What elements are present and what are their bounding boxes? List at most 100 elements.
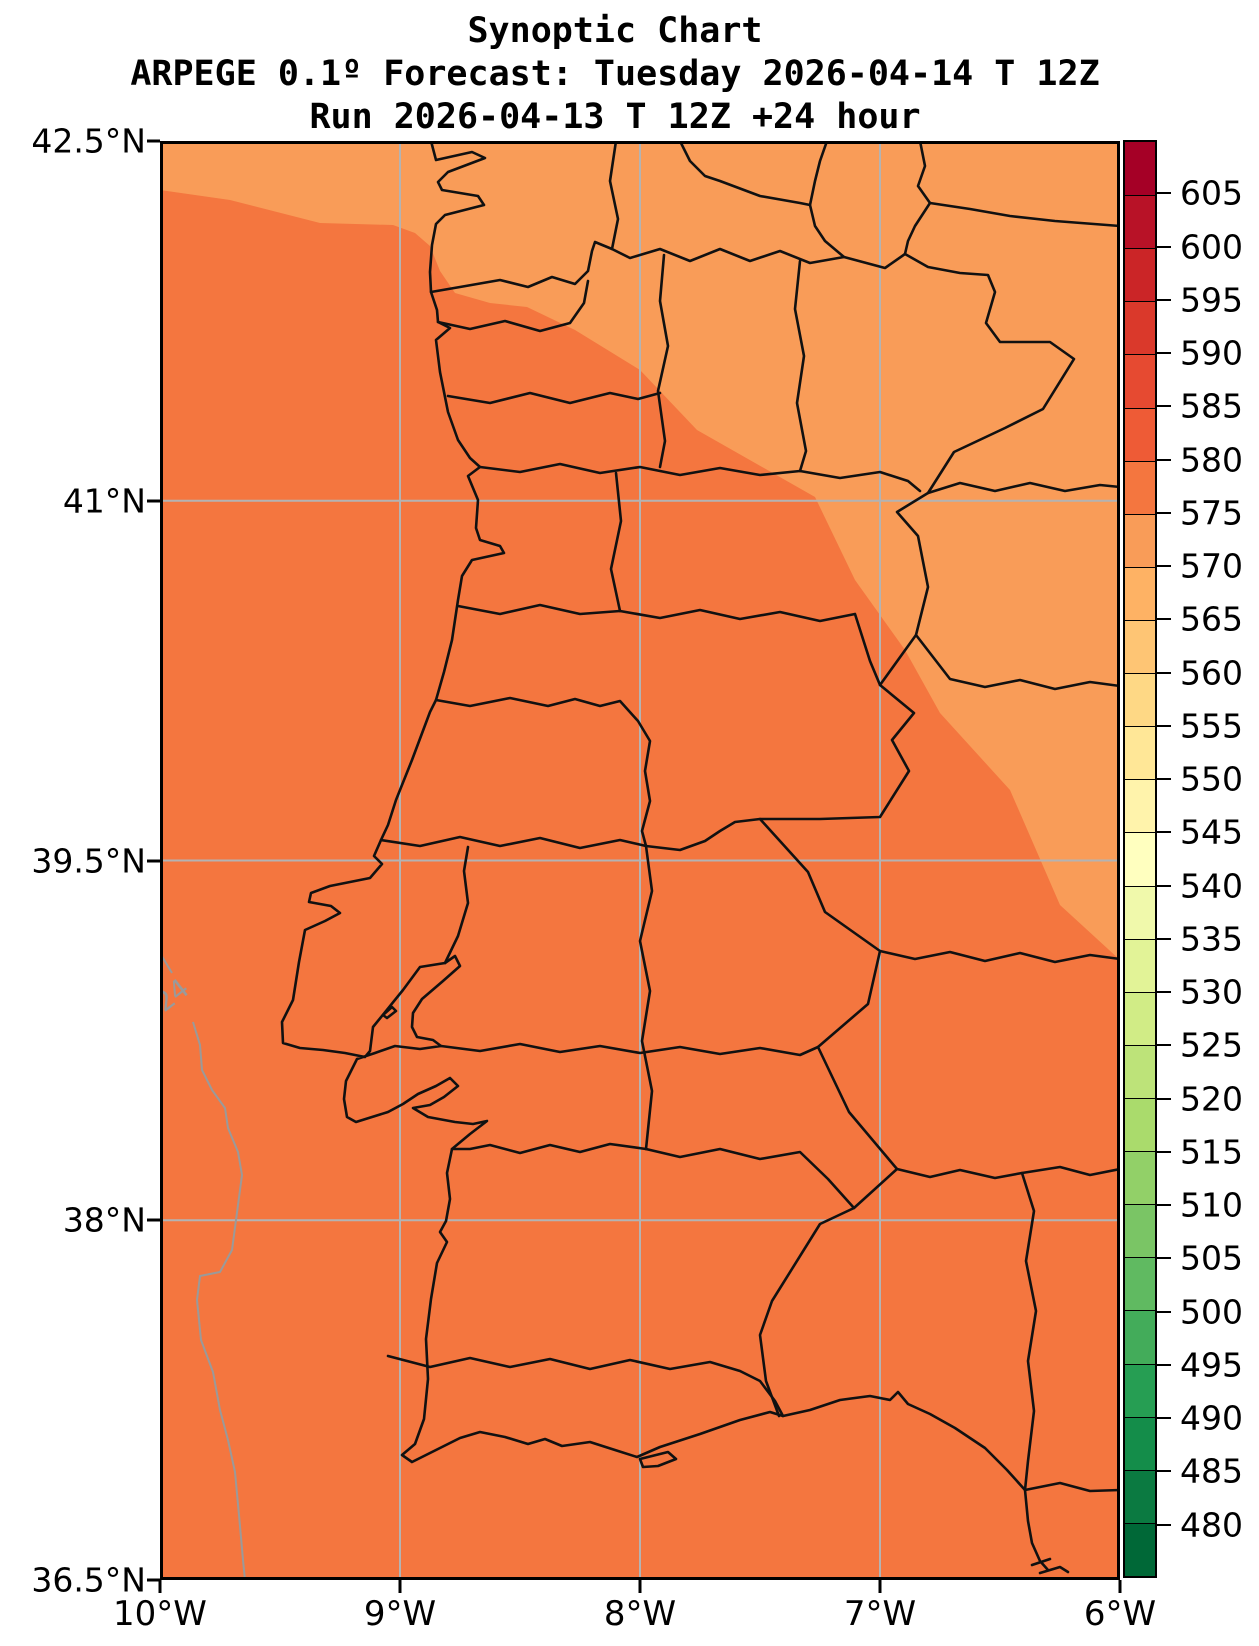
district-evora-beja-w — [450, 1142, 648, 1155]
ria-formosa-island — [638, 1450, 678, 1469]
colorbar-tick-label: 505 — [1180, 1238, 1243, 1278]
colorbar-tick-mark — [1157, 1470, 1171, 1473]
coastline — [280, 139, 1050, 1572]
district-douro — [478, 462, 922, 493]
colorbar-tick-mark — [1157, 1363, 1171, 1366]
colorbar-tick-mark — [1157, 991, 1171, 994]
colorbar-segment — [1125, 1363, 1155, 1417]
colorbar-tick-label: 525 — [1180, 1025, 1243, 1065]
colorbar — [1123, 140, 1157, 1578]
colorbar-segment — [1125, 1151, 1155, 1205]
colorbar-tick-label: 570 — [1180, 546, 1243, 586]
colorbar-tick-mark — [1157, 565, 1171, 568]
prov-zamora-salamanca — [926, 481, 1122, 495]
x-tick-mark — [158, 1580, 162, 1593]
colorbar-segment — [1125, 407, 1155, 461]
prov-salamanca-caceres — [914, 633, 1122, 691]
y-tick-label: 42.5°N — [31, 121, 146, 161]
coast-detail-huelva — [1023, 1481, 1122, 1493]
colorbar-segment — [1125, 1469, 1155, 1523]
colorbar-tick-label: 530 — [1180, 972, 1243, 1012]
colorbar-segment — [1125, 248, 1155, 302]
y-tick-label: 36.5°N — [31, 1560, 146, 1600]
colorbar-tick-label: 560 — [1180, 653, 1243, 693]
y-tick-mark — [147, 499, 160, 503]
prov-badajoz-huelva — [895, 1167, 1038, 1492]
colorbar-tick-label: 595 — [1180, 280, 1243, 320]
colorbar-segment — [1125, 1522, 1155, 1576]
x-tick-mark — [398, 1580, 402, 1593]
colorbar-tick-label: 515 — [1180, 1132, 1243, 1172]
colorbar-tick-label: 485 — [1180, 1451, 1243, 1491]
colorbar-segment — [1125, 673, 1155, 727]
colorbar-tick-label: 590 — [1180, 333, 1243, 373]
district-viana — [436, 279, 590, 333]
map-plot-area: 24 — [149, 139, 1122, 1581]
colorbar-segment — [1125, 885, 1155, 939]
colorbar-segment — [1125, 354, 1155, 408]
colorbar-tick-mark — [1157, 1523, 1171, 1526]
colorbar-tick-mark — [1157, 298, 1171, 301]
colorbar-segment — [1125, 1416, 1155, 1470]
colorbar-segment — [1125, 142, 1155, 196]
prov-ourense-b — [808, 139, 846, 259]
colorbar-segment — [1125, 566, 1155, 620]
district-aveiro-e — [609, 471, 623, 613]
colorbar-tick-label: 495 — [1180, 1345, 1243, 1385]
colorbar-tick-mark — [1157, 1417, 1171, 1420]
colorbar-tick-mark — [1157, 1150, 1171, 1153]
colorbar-segment — [1125, 1204, 1155, 1258]
y-tick-mark — [147, 1218, 160, 1222]
x-tick-mark — [878, 1580, 882, 1593]
colorbar-tick-mark — [1157, 192, 1171, 195]
coast-detail-spit — [1030, 1557, 1070, 1575]
colorbar-tick-mark — [1157, 1044, 1171, 1047]
colorbar-tick-mark — [1157, 884, 1171, 887]
prov-ourense-a — [678, 139, 812, 207]
colorbar-segment — [1125, 619, 1155, 674]
y-tick-label: 38°N — [62, 1200, 146, 1240]
chart-subtitle: ARPEGE 0.1º Forecast: Tuesday 2026-04-14… — [130, 54, 1100, 94]
colorbar-segment — [1125, 938, 1155, 992]
colorbar-tick-label: 500 — [1180, 1292, 1243, 1332]
chart-runline: Run 2026-04-13 T 12Z +24 hour — [309, 97, 921, 137]
colorbar-tick-mark — [1157, 458, 1171, 461]
colorbar-segment — [1125, 460, 1155, 514]
district-coimbra-n — [456, 603, 882, 687]
x-tick-label: 7°W — [843, 1594, 917, 1634]
x-tick-label: 9°W — [363, 1594, 437, 1634]
x-tick-label: 6°W — [1083, 1594, 1157, 1634]
boundaries — [280, 139, 1122, 1575]
prov-leon-zamora-h — [928, 201, 1122, 228]
colorbar-tick-mark — [1157, 245, 1171, 248]
colorbar-segment — [1125, 779, 1155, 833]
colorbar-tick-label: 575 — [1180, 493, 1243, 533]
colorbar-tick-label: 540 — [1180, 866, 1243, 906]
colorbar-tick-mark — [1157, 831, 1171, 834]
colorbar-tick-mark — [1157, 618, 1171, 621]
colorbar-tick-mark — [1157, 511, 1171, 514]
colorbar-tick-label: 585 — [1180, 386, 1243, 426]
colorbar-segment — [1125, 1310, 1155, 1364]
colorbar-tick-mark — [1157, 405, 1171, 408]
colorbar-tick-label: 490 — [1180, 1398, 1243, 1438]
tejo-island — [381, 1005, 398, 1020]
y-tick-label: 41°N — [62, 481, 146, 521]
graticule — [160, 141, 1120, 1580]
colorbar-tick-mark — [1157, 937, 1171, 940]
district-braganca-w — [793, 259, 808, 473]
district-santarem-e — [638, 844, 654, 1151]
colorbar-tick-mark — [1157, 778, 1171, 781]
district-braga — [446, 391, 662, 405]
colorbar-tick-label: 520 — [1180, 1079, 1243, 1119]
colorbar-tick-mark — [1157, 1310, 1171, 1313]
colorbar-tick-mark — [1157, 1204, 1171, 1207]
y-tick-label: 39.5°N — [31, 841, 146, 880]
colorbar-segment — [1125, 1044, 1155, 1098]
y-tick-mark — [147, 139, 160, 143]
x-tick-mark — [1118, 1580, 1122, 1593]
colorbar-tick-label: 600 — [1180, 227, 1243, 267]
colorbar-tick-label: 550 — [1180, 759, 1243, 799]
prov-leon-zamora-v — [916, 139, 932, 205]
colorbar-segment — [1125, 726, 1155, 780]
